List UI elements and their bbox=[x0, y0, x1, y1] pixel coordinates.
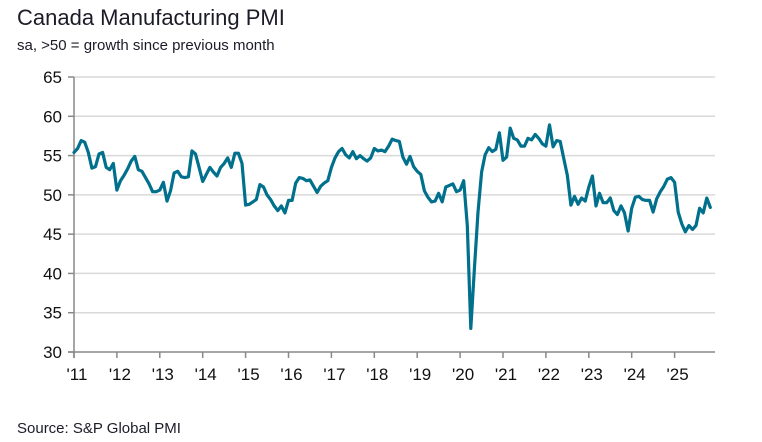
chart-subtitle: sa, >50 = growth since previous month bbox=[17, 37, 275, 54]
x-tick-label: '21 bbox=[495, 365, 517, 384]
x-tick-label: '11 bbox=[67, 365, 88, 384]
y-tick-label: 55 bbox=[43, 147, 62, 166]
x-tick-label: '15 bbox=[238, 365, 260, 384]
x-tick-label: '12 bbox=[109, 365, 131, 384]
chart-title: Canada Manufacturing PMI bbox=[17, 5, 285, 30]
x-tick-label: '16 bbox=[280, 365, 302, 384]
x-tick-label: '18 bbox=[366, 365, 388, 384]
x-tick-label: '23 bbox=[581, 365, 603, 384]
y-tick-label: 30 bbox=[43, 343, 62, 362]
y-tick-label: 35 bbox=[43, 304, 62, 323]
y-tick-label: 65 bbox=[43, 68, 62, 87]
source-note: Source: S&P Global PMI bbox=[17, 420, 181, 437]
x-tick-label: '25 bbox=[667, 365, 689, 384]
x-tick-label: '19 bbox=[409, 365, 431, 384]
x-tick-label: '24 bbox=[624, 365, 646, 384]
x-tick-label: '14 bbox=[195, 365, 217, 384]
y-tick-label: 60 bbox=[43, 107, 62, 126]
x-tick-label: '20 bbox=[452, 365, 474, 384]
y-tick-label: 45 bbox=[43, 225, 62, 244]
y-tick-label: 50 bbox=[43, 186, 62, 205]
y-tick-label: 40 bbox=[43, 264, 62, 283]
x-tick-label: '13 bbox=[152, 365, 174, 384]
x-tick-label: '17 bbox=[323, 365, 345, 384]
pmi-series-line bbox=[72, 123, 712, 330]
x-tick-label: '22 bbox=[538, 365, 560, 384]
